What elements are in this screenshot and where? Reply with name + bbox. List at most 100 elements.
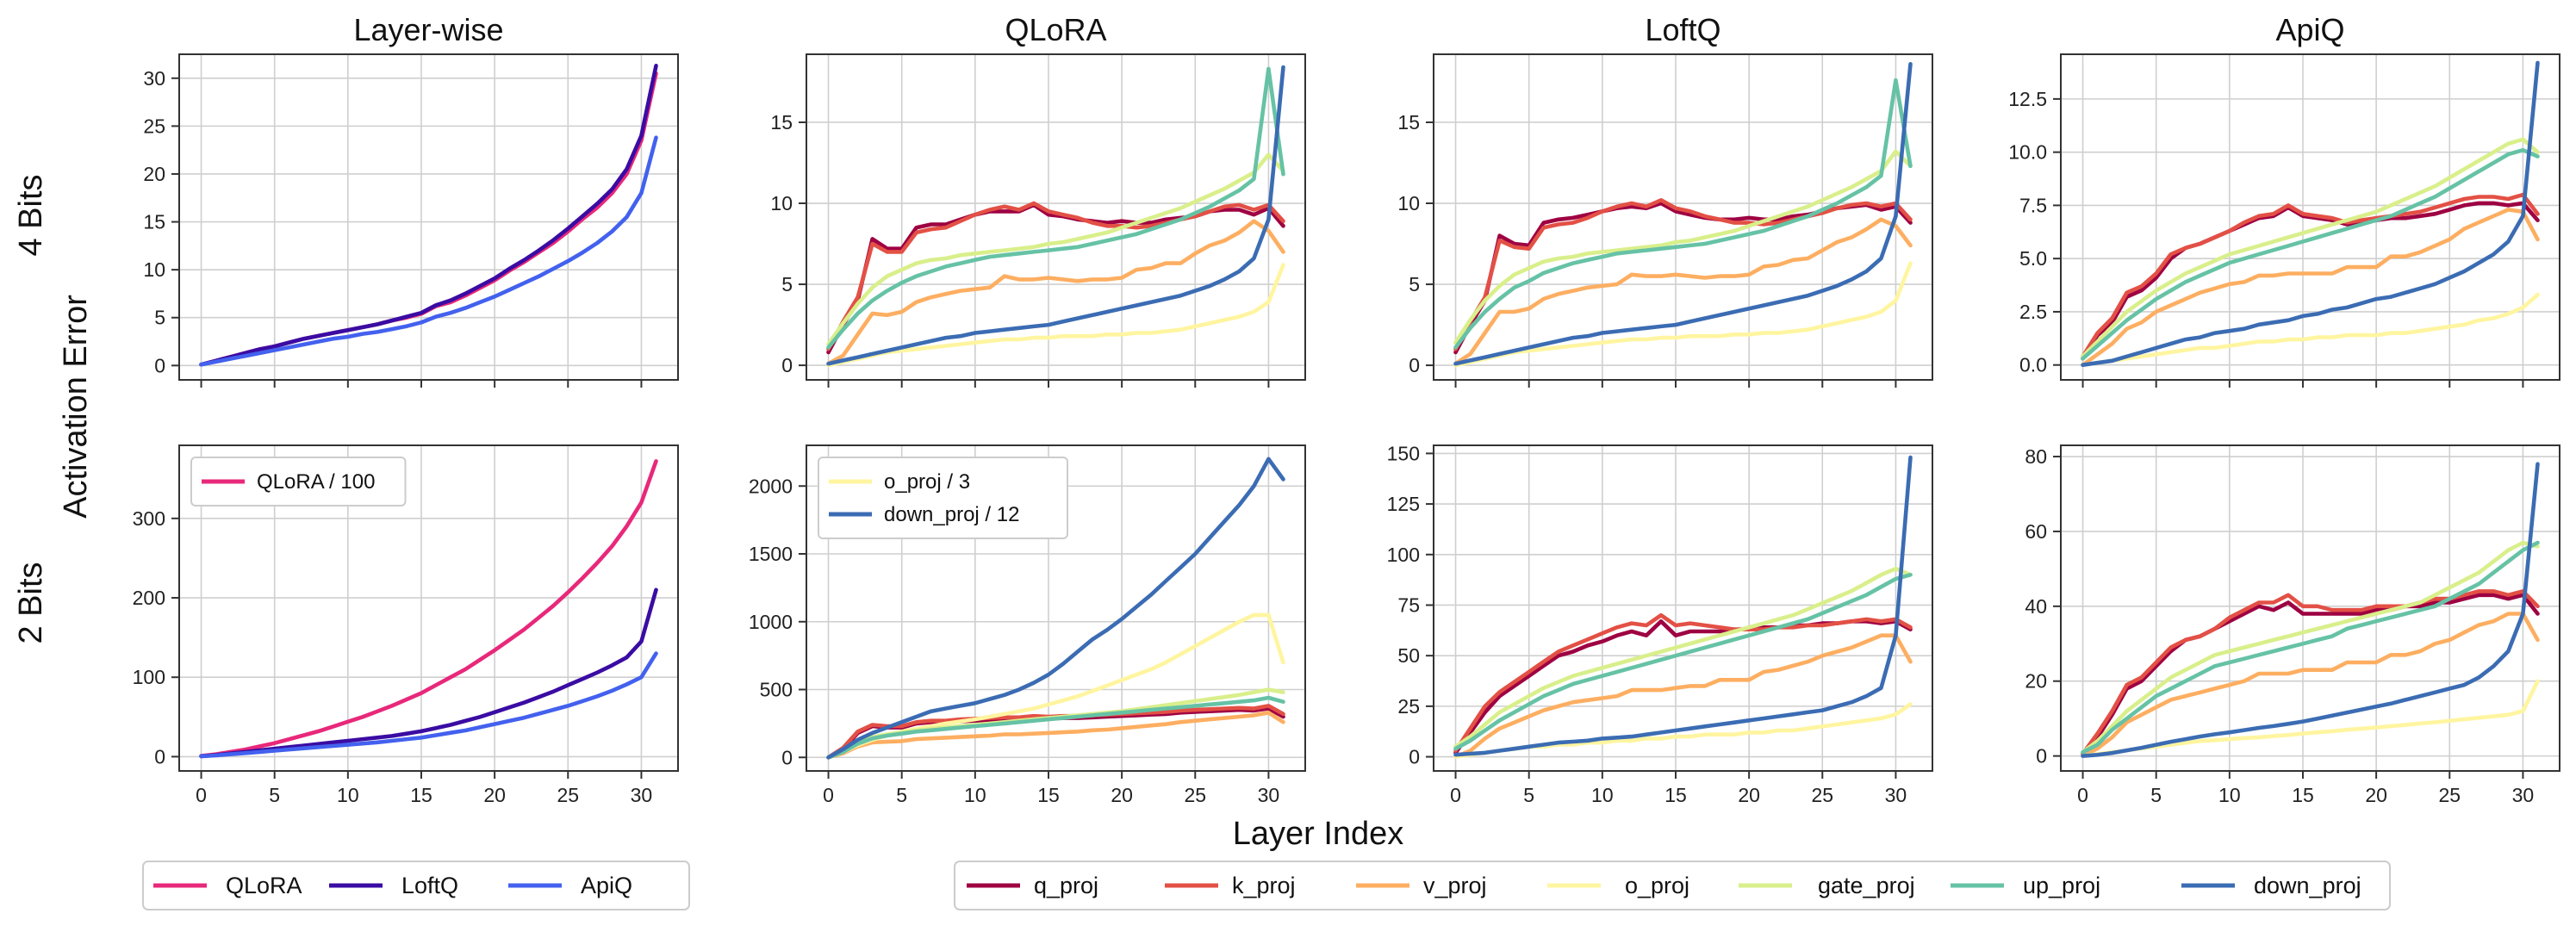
plot-frame bbox=[2060, 53, 2560, 381]
x-tick-label: 10 bbox=[2218, 784, 2241, 806]
legend-label-o-proj: o_proj bbox=[1625, 873, 1689, 898]
y-tick-label: 1500 bbox=[749, 543, 793, 565]
legend-label-down-proj: down_proj bbox=[2254, 873, 2361, 898]
series-line-up-proj bbox=[826, 695, 1285, 760]
y-tick-label: 2.5 bbox=[2019, 301, 2047, 323]
plot-frame bbox=[2060, 444, 2560, 772]
series-line-k-proj bbox=[1453, 612, 1913, 753]
panel-4bit-loftq: 0 5 10 15 LoftQ bbox=[1397, 12, 1933, 388]
panel-legend-box bbox=[818, 457, 1068, 539]
series-line-q-proj bbox=[1453, 201, 1913, 355]
legend-label-up-proj: up_proj bbox=[2023, 873, 2100, 898]
panel-title: QLoRA bbox=[1005, 12, 1106, 47]
y-tick-label: 10.0 bbox=[2008, 141, 2047, 164]
y-tick-label: 5 bbox=[1409, 273, 1420, 295]
y-tick-label: 25 bbox=[1397, 695, 1420, 718]
series-line-v-proj bbox=[826, 710, 1285, 760]
y-tick-label: 150 bbox=[1387, 442, 1420, 464]
y-tick-label: 7.5 bbox=[2019, 194, 2047, 216]
x-tick-label: 20 bbox=[1111, 784, 1133, 806]
series-line-down-proj bbox=[826, 65, 1285, 366]
panel-legend-box bbox=[190, 457, 407, 507]
series-line-q-proj bbox=[2081, 201, 2540, 361]
series-line-down-proj bbox=[826, 457, 1285, 760]
y-tick-label: 30 bbox=[143, 67, 165, 90]
x-tick-label: 0 bbox=[823, 784, 834, 806]
x-tick-label: 10 bbox=[337, 784, 359, 806]
panel-4bit-apiq: 0.0 2.5 5.0 7.5 10.0 12.5 ApiQ bbox=[2008, 12, 2560, 388]
y-tick-label: 5.0 bbox=[2019, 247, 2047, 270]
y-tick-label: 15 bbox=[770, 111, 793, 134]
x-tick-label: 10 bbox=[964, 784, 986, 806]
y-tick-label: 0 bbox=[2036, 745, 2047, 768]
plot-frame bbox=[178, 53, 679, 381]
plot-frame bbox=[178, 444, 679, 772]
x-tick-label: 30 bbox=[1885, 784, 1907, 806]
series-line-v-proj bbox=[826, 219, 1285, 366]
y-tick-label: 5 bbox=[781, 273, 793, 295]
series-line-k-proj bbox=[826, 201, 1285, 351]
series-line-up-proj bbox=[826, 66, 1285, 350]
series-line-gate-proj bbox=[2081, 540, 2540, 755]
x-tick-label: 5 bbox=[2150, 784, 2162, 806]
x-tick-label: 0 bbox=[196, 784, 207, 806]
x-tick-label: 15 bbox=[1037, 784, 1060, 806]
x-tick-label: 5 bbox=[1523, 784, 1534, 806]
x-tick-label: 10 bbox=[1591, 784, 1614, 806]
y-tick-label: 40 bbox=[2025, 595, 2047, 618]
y-tick-label: 20 bbox=[2025, 670, 2047, 693]
panel-title: LoftQ bbox=[1645, 12, 1720, 47]
plot-frame bbox=[806, 444, 1306, 772]
series-line-o-proj bbox=[1453, 261, 1913, 368]
y-tick-label: 0 bbox=[154, 354, 165, 376]
panel-legend-label: down_proj / 12 bbox=[884, 503, 1019, 526]
panel-title: ApiQ bbox=[2275, 12, 2344, 47]
y-tick-label: 0 bbox=[1409, 354, 1420, 376]
series-line-k-proj bbox=[1453, 198, 1913, 351]
y-tick-label: 0 bbox=[154, 745, 165, 768]
y-tick-label: 0 bbox=[781, 354, 793, 376]
x-axis-label: Layer Index bbox=[1233, 816, 1404, 852]
series-line-down-proj bbox=[2081, 60, 2540, 368]
y-tick-label: 15 bbox=[1397, 111, 1420, 134]
y-tick-label: 200 bbox=[133, 587, 165, 609]
y-tick-label: 10 bbox=[1397, 192, 1420, 214]
row-label-2bit: 2 Bits bbox=[13, 562, 49, 643]
y-tick-label: 25 bbox=[143, 115, 165, 137]
legend-label-k-proj: k_proj bbox=[1232, 873, 1296, 898]
series-line-k-proj bbox=[2081, 589, 2540, 756]
x-tick-label: 5 bbox=[896, 784, 907, 806]
series-line-q-proj bbox=[2081, 593, 2540, 756]
series-line-o-proj bbox=[2081, 292, 2540, 368]
x-tick-label: 20 bbox=[1738, 784, 1760, 806]
row-label-4bit: 4 Bits bbox=[13, 174, 49, 256]
panel-2bit-loftq: 0 25 50 75 100 125 150 0 5 10 15 20 25 30 bbox=[1387, 442, 1933, 806]
legend-projections: q_proj k_proj v_proj o_proj gate_proj up… bbox=[954, 861, 2391, 910]
legend-label-qlora: QLoRA bbox=[226, 873, 302, 898]
series-line-down-proj bbox=[1453, 62, 1913, 366]
panel-2bit-apiq: 0 20 40 60 80 0 5 10 15 20 25 30 bbox=[2025, 444, 2560, 806]
series-line-gate-proj bbox=[1453, 566, 1913, 749]
legend-label-q-proj: q_proj bbox=[1034, 873, 1098, 898]
x-tick-label: 15 bbox=[2292, 784, 2314, 806]
y-tick-label: 15 bbox=[143, 211, 165, 233]
legend-methods: QLoRA LoftQ ApiQ bbox=[142, 861, 690, 910]
y-tick-label: 500 bbox=[760, 679, 793, 701]
series-line-loftq bbox=[199, 587, 658, 759]
x-tick-label: 25 bbox=[1184, 784, 1206, 806]
series-line-v-proj bbox=[1453, 217, 1913, 366]
panels: 0 5 10 15 20 25 30 Layer-wise 0 5 10 15 QLoRA 0 5 10 15 L… bbox=[133, 12, 2560, 806]
series-line-gate-proj bbox=[1453, 149, 1913, 345]
x-tick-label: 25 bbox=[2438, 784, 2461, 806]
plot-frame bbox=[806, 53, 1306, 381]
series-line-up-proj bbox=[2081, 147, 2540, 361]
series-line-k-proj bbox=[2081, 192, 2540, 359]
y-tick-label: 20 bbox=[143, 163, 165, 185]
series-line-v-proj bbox=[2081, 612, 2540, 758]
y-tick-label: 80 bbox=[2025, 445, 2047, 468]
panel-legend: QLoRA / 100 bbox=[190, 457, 407, 507]
legend-projections-box bbox=[954, 861, 2391, 910]
series-line-up-proj bbox=[1453, 78, 1913, 350]
y-tick-label: 5 bbox=[154, 307, 165, 329]
